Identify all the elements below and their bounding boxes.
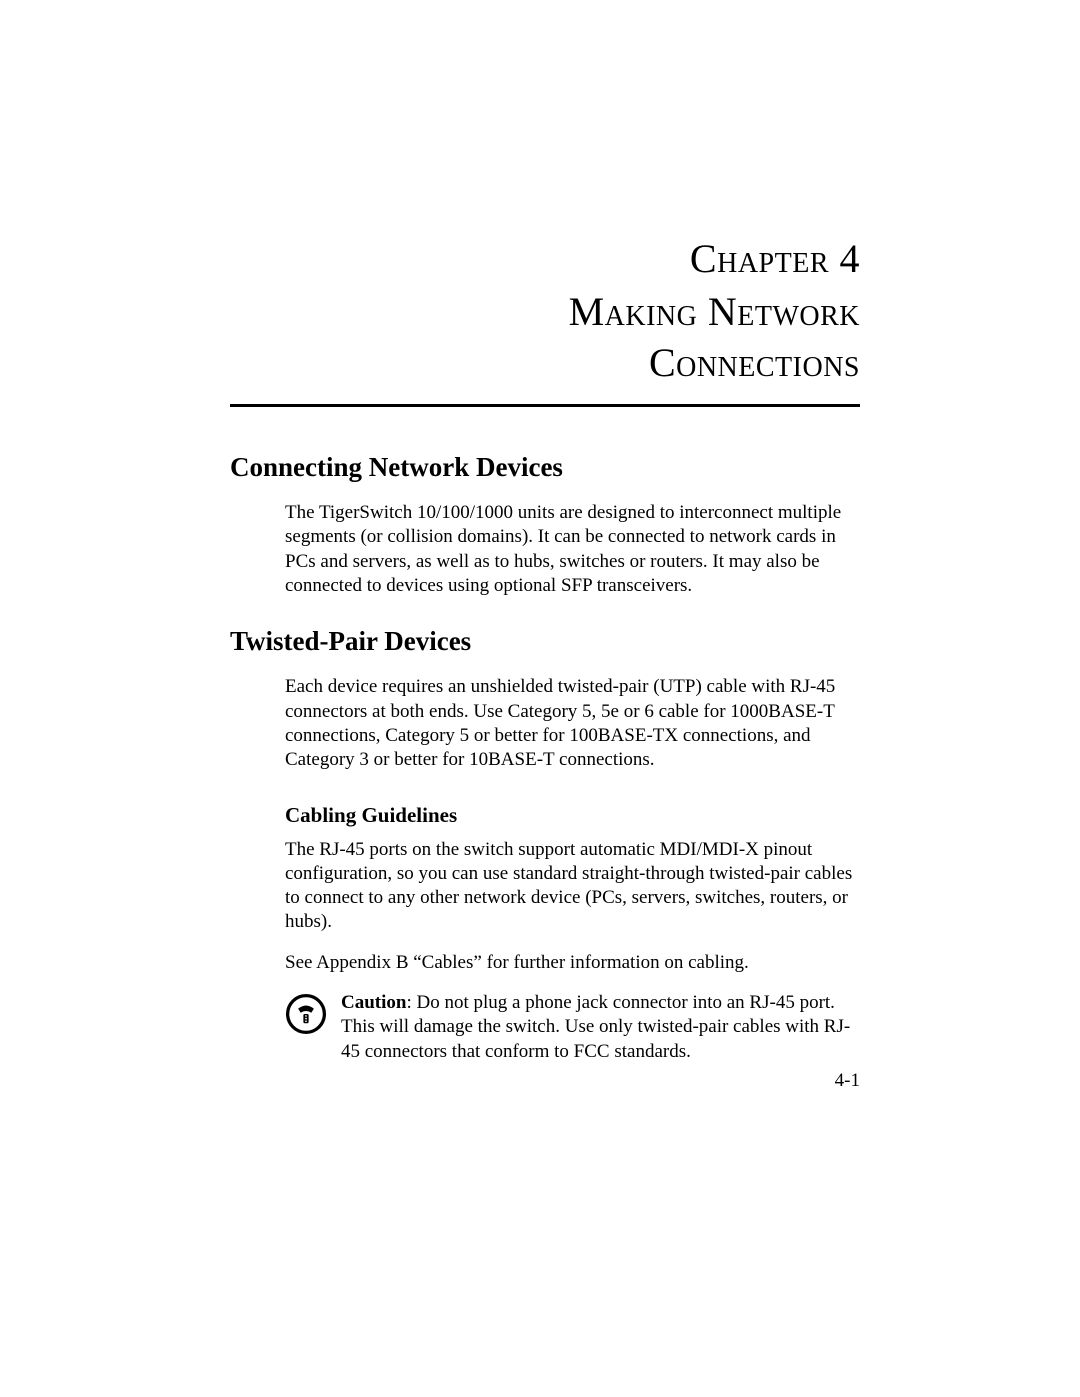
chapter-number: Chapter 4	[230, 235, 860, 282]
caution-body: : Do not plug a phone jack connector int…	[341, 992, 850, 1062]
subsection-body: The RJ-45 ports on the switch support au…	[285, 838, 860, 976]
section-2-body: Each device requires an unshielded twist…	[285, 675, 860, 772]
caution-block: Caution: Do not plug a phone jack connec…	[285, 991, 860, 1064]
phone-caution-icon	[285, 993, 327, 1035]
subsection-paragraph-2: See Appendix B “Cables” for further info…	[285, 951, 860, 975]
chapter-title-line-2: Connections	[230, 339, 860, 386]
section-1-body: The TigerSwitch 10/100/1000 units are de…	[285, 501, 860, 598]
chapter-heading: Chapter 4 Making Network Connections	[230, 235, 860, 386]
chapter-title-line-1: Making Network	[230, 288, 860, 335]
chapter-rule	[230, 404, 860, 407]
page-number: 4-1	[835, 1070, 860, 1092]
subsection-heading: Cabling Guidelines	[285, 803, 860, 828]
caution-label: Caution	[341, 992, 406, 1013]
document-page: Chapter 4 Making Network Connections Con…	[0, 0, 1080, 1397]
section-2-paragraph: Each device requires an unshielded twist…	[285, 675, 860, 772]
section-1-paragraph: The TigerSwitch 10/100/1000 units are de…	[285, 501, 860, 598]
section-heading-2: Twisted-Pair Devices	[230, 626, 860, 657]
section-heading-1: Connecting Network Devices	[230, 452, 860, 483]
caution-text: Caution: Do not plug a phone jack connec…	[341, 991, 860, 1064]
subsection-paragraph-1: The RJ-45 ports on the switch support au…	[285, 838, 860, 935]
